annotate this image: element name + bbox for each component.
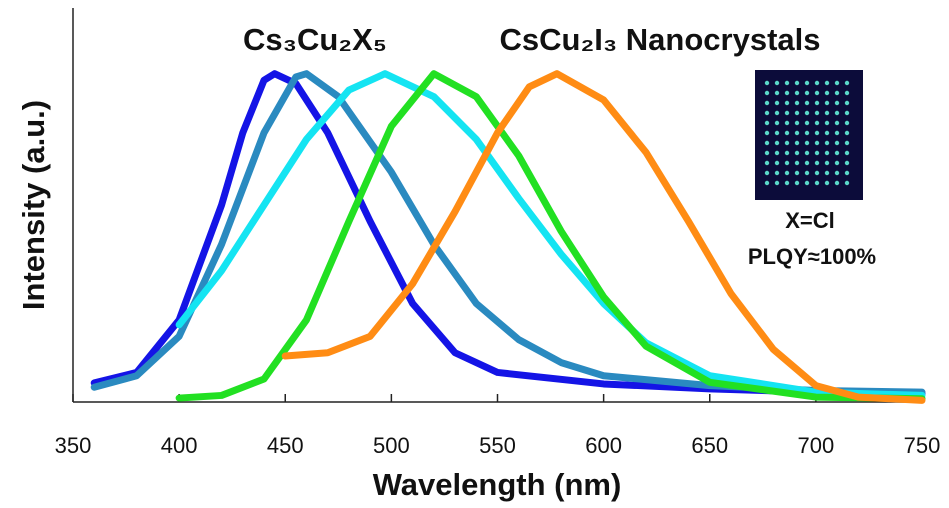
x-tick-label: 500 bbox=[373, 433, 410, 458]
x-tick-label: 550 bbox=[479, 433, 516, 458]
inset-dots bbox=[762, 78, 854, 190]
x-tick-label: 700 bbox=[798, 433, 835, 458]
spectrum-line bbox=[175, 70, 926, 399]
annotation: Cs₃Cu₂X₅ bbox=[243, 22, 387, 57]
annotation: CsCu₂I₃ Nanocrystals bbox=[500, 22, 821, 57]
x-tick-label: 750 bbox=[904, 433, 941, 458]
spectrum-line bbox=[90, 70, 926, 396]
x-tick-label: 600 bbox=[585, 433, 622, 458]
x-axis-label: Wavelength (nm) bbox=[373, 467, 622, 502]
y-axis-label: Intensity (a.u.) bbox=[16, 100, 51, 310]
annotation: X=Cl bbox=[785, 208, 835, 233]
spectrum-line bbox=[90, 70, 926, 398]
spectrum-line bbox=[175, 70, 926, 403]
x-tick-label: 350 bbox=[55, 433, 92, 458]
annotation: PLQY≈100% bbox=[748, 244, 876, 269]
x-tick-label: 400 bbox=[161, 433, 198, 458]
x-tick-label: 650 bbox=[691, 433, 728, 458]
x-tick-label: 450 bbox=[267, 433, 304, 458]
spectrum-line bbox=[281, 70, 926, 404]
